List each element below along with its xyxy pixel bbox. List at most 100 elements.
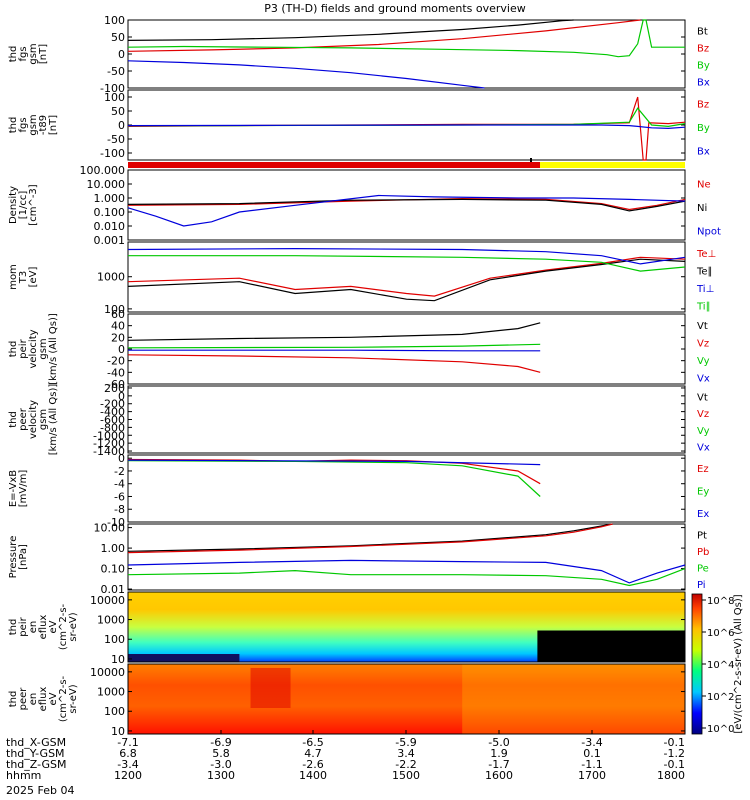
peer_spec-ylabel-line: en bbox=[28, 693, 39, 706]
peer_spec-late-region bbox=[462, 664, 685, 734]
density-ytick-label: 0.001 bbox=[94, 234, 126, 247]
peir_spec-ylabel-line: eflux bbox=[38, 615, 49, 640]
colorbar-tick-label: 10^2 bbox=[707, 692, 734, 703]
peer_velocity-frame bbox=[127, 385, 686, 454]
density-ylabel-line: [cm^-3] bbox=[28, 184, 39, 225]
e_field-ytick-label: -6 bbox=[114, 490, 125, 503]
density-ytick-label: 100.000 bbox=[80, 164, 126, 177]
status-bar-marker bbox=[530, 158, 532, 162]
peer_spec-ytick-label: 1000 bbox=[97, 686, 125, 699]
mom_temp-legend-te: Te⊥ bbox=[696, 249, 716, 260]
mom_temp-ytick-label: 1000 bbox=[97, 271, 125, 284]
pressure-series-pb bbox=[127, 523, 613, 554]
x-axis-value: 1200 bbox=[114, 769, 142, 782]
colorbar-tick-label: 10^0 bbox=[707, 724, 734, 735]
peer_velocity-ytick-label: -600 bbox=[100, 414, 125, 427]
peir_velocity-ylabel-line: peir bbox=[18, 338, 29, 358]
density-ytick-label: 1.000 bbox=[94, 192, 126, 205]
x-axis-value: -5.9 bbox=[395, 736, 416, 749]
x-axis-row-label: thd_Z-GSM bbox=[6, 758, 66, 771]
pressure-ytick-label: 1.00 bbox=[101, 542, 126, 555]
peir_spec-low-energy-band bbox=[128, 654, 240, 662]
peir_velocity-ytick-label: -20 bbox=[107, 355, 125, 368]
density-ylabel-line: Density bbox=[8, 186, 19, 224]
x-axis-value: -6.5 bbox=[302, 736, 323, 749]
peir_velocity-ytick-label: 40 bbox=[111, 320, 125, 333]
mom_temp-legend-ti: Ti⊥ bbox=[696, 284, 714, 295]
fgs_gsm-series-bx bbox=[127, 60, 485, 89]
colorbar-tick-label: 10^4 bbox=[707, 660, 734, 671]
peer_velocity-ytick-label: 0 bbox=[118, 390, 125, 403]
peer_velocity-ytick-label: -200 bbox=[100, 398, 125, 411]
panel-peir_spec: 10000 1000 100 10 thd peir en eflux eV (cm^2-s-sr… bbox=[8, 591, 686, 666]
peer_velocity-legend-vt: Vt bbox=[697, 392, 708, 403]
e_field-ylabel-line: E=-VxB bbox=[8, 470, 19, 507]
x-axis-value: 1500 bbox=[392, 769, 420, 782]
peer_velocity-legend-vy: Vy bbox=[697, 426, 710, 437]
peer_velocity-legend-vz: Vz bbox=[697, 409, 709, 420]
peir_velocity-legend-vz: Vz bbox=[697, 338, 709, 349]
plot-title: P3 (TH-D) fields and ground moments over… bbox=[264, 2, 526, 15]
fgs_gse-ylabel-line: -t89 bbox=[38, 115, 49, 135]
peir_spec-frame bbox=[127, 591, 686, 663]
colorbar: 10^8 10^6 10^4 10^2 10^0 [eV/(cm^2-s-sr-eV) … bbox=[691, 593, 744, 735]
density-ytick-label: 10.000 bbox=[87, 178, 126, 191]
peer_velocity-ytick-label: -800 bbox=[100, 421, 125, 434]
e_field-ylabel-line: [mV/m] bbox=[18, 470, 29, 508]
e_field-ytick-label: -8 bbox=[114, 503, 125, 516]
colorbar-tick-label: 10^8 bbox=[707, 596, 734, 607]
x-axis-value: -7.1 bbox=[117, 736, 138, 749]
panel-fgs_gsm: 100 50 0 -50 -100 thd fgs gsm [nT] Bt Bz By Bx bbox=[8, 14, 710, 95]
fgs_gse-series-bx bbox=[127, 124, 686, 130]
pressure-ytick-label: 0.01 bbox=[101, 583, 126, 596]
x-axis-value: 1.9 bbox=[490, 747, 508, 760]
fgs_gsm-legend-bz: Bz bbox=[697, 44, 709, 55]
e_field-ytick-label: -10 bbox=[107, 516, 125, 529]
panel-e_field: 0-2-4-6-8-10 E=-VxB [mV/m] Ez Ey Ex bbox=[8, 452, 709, 529]
pressure-frame bbox=[127, 523, 686, 591]
peir_spec-ytick-label: 1000 bbox=[97, 614, 125, 627]
pressure-legend-pt: Pt bbox=[697, 530, 707, 541]
mom_temp-ylabel-line: [eV] bbox=[28, 267, 39, 288]
x-axis-value: 1600 bbox=[485, 769, 513, 782]
fgs_gsm-series-by bbox=[127, 19, 685, 58]
peer_velocity-ytick-label: -1200 bbox=[93, 437, 125, 450]
e_field-series-ex bbox=[127, 459, 541, 466]
x-axis-value: 1800 bbox=[657, 769, 685, 782]
fgs_gsm-ytick-label: -100 bbox=[100, 82, 125, 95]
peir_spec-ytick-label: 10000 bbox=[90, 594, 125, 607]
pressure-ylabel-line: [nPa] bbox=[18, 544, 29, 570]
x-axis-value: -1.7 bbox=[488, 758, 509, 771]
x-axis-date: 2025 Feb 04 bbox=[6, 784, 74, 797]
density-legend-npot: Npot bbox=[697, 226, 721, 237]
peer_spec-ytick-label: 100 bbox=[104, 705, 125, 718]
x-axis-value: -0.1 bbox=[664, 736, 685, 749]
peir_velocity-ylabel-line: thd bbox=[8, 341, 19, 358]
x-axis-value: 4.7 bbox=[304, 747, 322, 760]
peer_spec-ytick-label: 10 bbox=[111, 725, 125, 738]
x-axis-value: 3.4 bbox=[397, 747, 415, 760]
peer_spec-ylabel-line: peer bbox=[18, 687, 29, 711]
pressure-legend-pi: Pi bbox=[697, 580, 706, 591]
x-axis-value: 1400 bbox=[299, 769, 327, 782]
density-legend-ni: Ni bbox=[697, 203, 707, 214]
fgs_gsm-ylabel-line: thd bbox=[8, 46, 19, 63]
x-axis-value: -3.0 bbox=[210, 758, 231, 771]
fgs_gsm-ylabel-line: gsm bbox=[28, 43, 39, 64]
peer_spec-ylabel-line: thd bbox=[8, 691, 19, 708]
mom_temp-legend-ti: Ti∥ bbox=[696, 301, 711, 312]
x-axis-value: -1.1 bbox=[581, 758, 602, 771]
fgs_gsm-ylabel-line: fgs bbox=[18, 46, 29, 61]
density-legend-ne: Ne bbox=[697, 180, 711, 191]
peer_spec-ytick-label: 10000 bbox=[90, 666, 125, 679]
peir_velocity-ylabel-line: gsm bbox=[38, 338, 49, 359]
x-axis-value: -5.0 bbox=[488, 736, 509, 749]
status-bar-red bbox=[128, 162, 540, 168]
fgs_gsm-legend-bt: Bt bbox=[697, 27, 708, 38]
x-axis-value: 5.8 bbox=[212, 747, 230, 760]
mom_temp-series-te bbox=[127, 258, 686, 302]
peir_velocity-ytick-label: 0 bbox=[118, 343, 125, 356]
